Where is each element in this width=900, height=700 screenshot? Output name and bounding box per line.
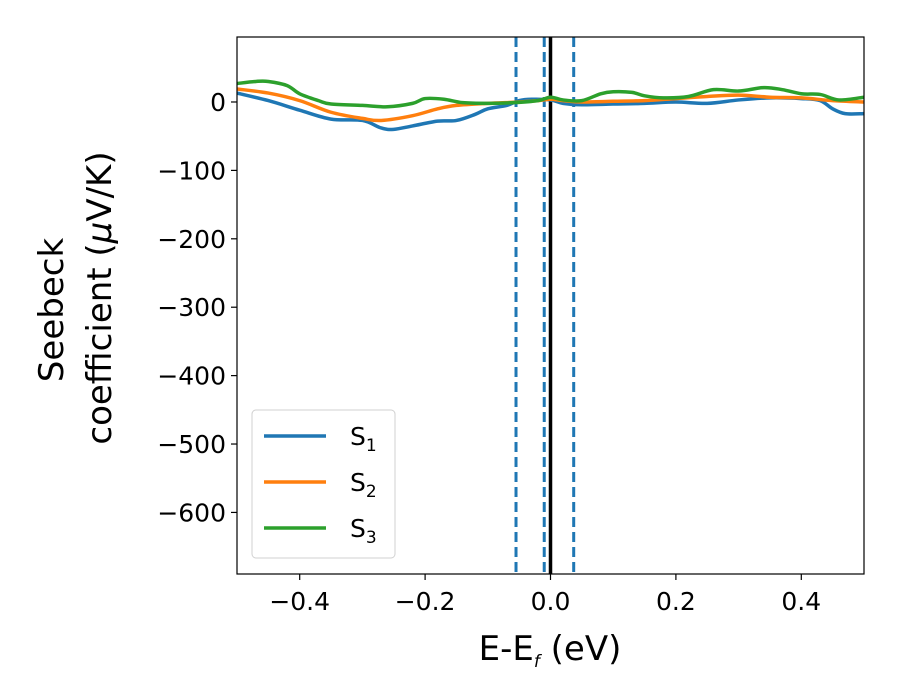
y-axis-label-line1: Seebeck (32, 238, 72, 383)
series-line-s3 (237, 79, 864, 109)
y-tick-label: −600 (157, 498, 226, 527)
x-tick-label: −0.4 (269, 587, 330, 616)
legend-label-s2: S2 (350, 468, 377, 502)
x-axis-label: E-Ef (eV) (479, 629, 622, 672)
y-tick-label: −300 (157, 293, 226, 322)
x-tick-label: −0.2 (395, 587, 456, 616)
y-tick-label: −400 (157, 362, 226, 391)
y-axis-label-line2: coefficient (μV/K) (80, 151, 120, 444)
legend-label-s1: S1 (350, 422, 377, 456)
y-tick-label: 0 (210, 88, 226, 117)
y-tick-label: −500 (157, 430, 226, 459)
x-tick-label: 0.0 (531, 587, 571, 616)
legend: S1 S2 S3 (251, 409, 396, 559)
y-tick-label: −200 (157, 225, 226, 254)
legend-box (251, 409, 396, 559)
x-tick-label: 0.4 (781, 587, 821, 616)
y-tick-label: −100 (157, 156, 226, 185)
legend-label-s3: S3 (350, 514, 377, 548)
x-tick-label: 0.2 (656, 587, 696, 616)
